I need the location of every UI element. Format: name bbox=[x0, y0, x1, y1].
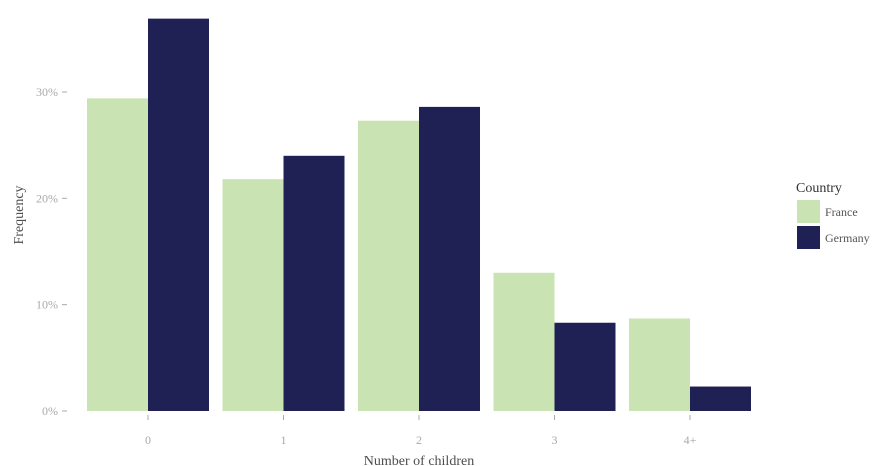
bar-france-2 bbox=[358, 120, 419, 412]
x-tick-label: 2 bbox=[416, 433, 422, 447]
y-axis: 0% 10% 20% 30% bbox=[36, 85, 67, 418]
legend-title: Country bbox=[796, 181, 842, 196]
bar-france-1 bbox=[222, 179, 284, 411]
x-tick-label: 0 bbox=[145, 433, 151, 447]
x-tick-label: 3 bbox=[552, 433, 558, 447]
x-tick-label: 4+ bbox=[684, 433, 697, 447]
bar-germany-4+ bbox=[690, 386, 751, 411]
bar-germany-1 bbox=[283, 155, 345, 411]
bar-france-4+ bbox=[629, 318, 690, 411]
bars bbox=[87, 18, 751, 412]
bar-germany-2 bbox=[419, 106, 480, 412]
legend-swatch-germany bbox=[797, 226, 820, 249]
y-axis-title: Frequency bbox=[12, 185, 27, 244]
legend-swatch-france bbox=[797, 200, 820, 223]
y-tick-label: 20% bbox=[36, 191, 58, 205]
x-axis: 0 1 2 3 4+ bbox=[145, 415, 697, 447]
y-tick-label: 0% bbox=[42, 404, 58, 418]
bar-germany-0 bbox=[148, 18, 209, 411]
legend-label-germany: Germany bbox=[825, 231, 870, 245]
y-tick-label: 30% bbox=[36, 85, 58, 99]
bar-germany-3 bbox=[554, 322, 616, 411]
bar-france-0 bbox=[87, 98, 148, 411]
legend: Country France Germany bbox=[796, 181, 870, 249]
x-tick-label: 1 bbox=[281, 433, 287, 447]
x-axis-title: Number of children bbox=[364, 454, 474, 466]
bar-france-3 bbox=[493, 272, 555, 411]
y-tick-label: 10% bbox=[36, 298, 58, 312]
legend-label-france: France bbox=[825, 205, 858, 219]
